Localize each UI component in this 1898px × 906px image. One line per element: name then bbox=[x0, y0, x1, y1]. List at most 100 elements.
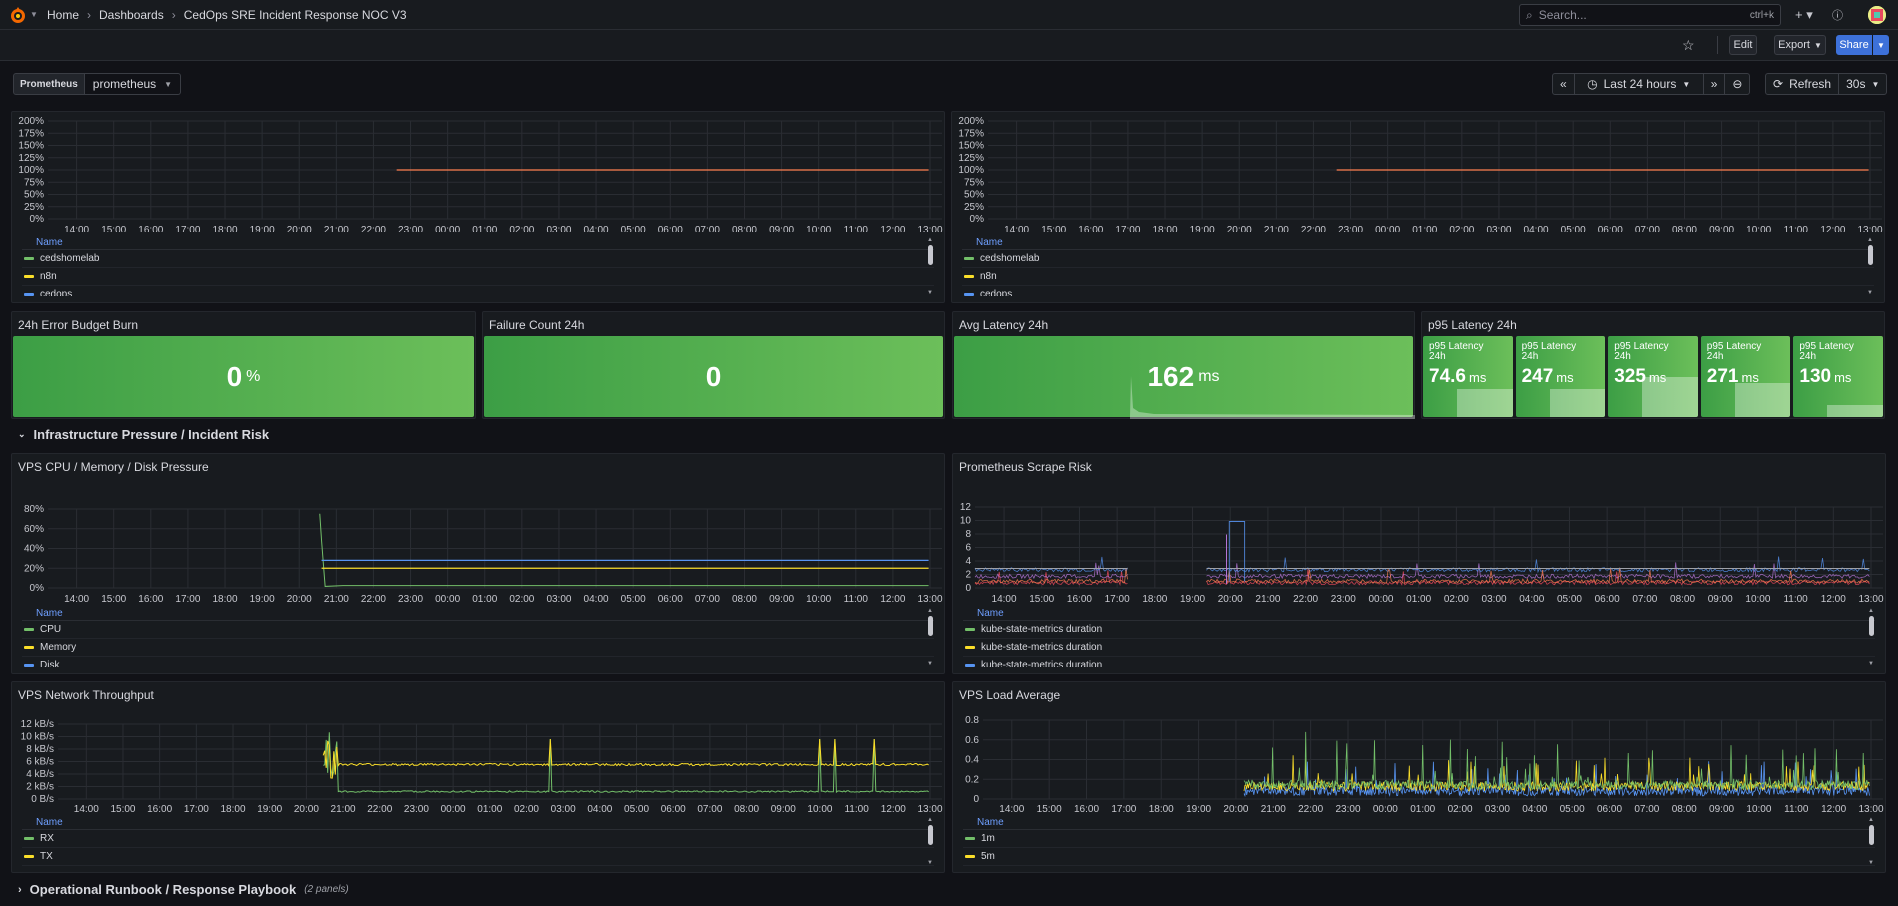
search-shortcut: ctrl+k bbox=[1749, 9, 1774, 21]
x-tick-label: 14:00 bbox=[64, 594, 89, 604]
load-chart: 0.8 0.6 0.4 0.2 0 14:00 15:00 16:00 17:00 18:00 19… bbox=[965, 715, 1884, 814]
breadcrumb-dashboards[interactable]: Dashboards bbox=[99, 8, 164, 22]
search-input[interactable]: ⌕ Search... ctrl+k bbox=[1519, 4, 1781, 26]
legend-header[interactable]: Name bbox=[22, 816, 934, 830]
panel-title: 24h Error Budget Burn bbox=[18, 318, 139, 332]
legend-header[interactable]: Name bbox=[22, 236, 934, 250]
legend-header[interactable]: Name bbox=[963, 607, 1875, 621]
x-tick-label: 14:00 bbox=[999, 804, 1024, 814]
time-range-picker[interactable]: ◷ Last 24 hours ▼ bbox=[1573, 73, 1704, 95]
time-forward-button[interactable]: » bbox=[1702, 73, 1726, 95]
x-tick-label: 00:00 bbox=[435, 225, 460, 232]
p95-stat-tile[interactable]: p95 Latency 24h 74.6 ms bbox=[1423, 336, 1513, 417]
help-icon[interactable]: ⓘ bbox=[1832, 10, 1843, 22]
x-tick-label: 17:00 bbox=[1105, 594, 1130, 604]
x-tick-label: 23:00 bbox=[404, 804, 429, 814]
legend-item[interactable]: 5m bbox=[963, 848, 1875, 866]
breadcrumb-home[interactable]: Home bbox=[47, 8, 80, 22]
legend-item[interactable]: n8n bbox=[962, 268, 1874, 286]
p95-stat-tile[interactable]: p95 Latency 24h 130 ms bbox=[1793, 336, 1883, 417]
y-tick-label: 10 bbox=[960, 516, 972, 527]
grafana-logo-icon[interactable] bbox=[8, 5, 28, 25]
network-throughput-panel[interactable]: VPS Network Throughput 12 kB/s 10 kB/s 8 k… bbox=[11, 681, 945, 873]
error-budget-panel[interactable]: 24h Error Budget Burn 0 % bbox=[11, 311, 476, 419]
breadcrumb-current: CedOps SRE Incident Response NOC V3 bbox=[183, 8, 407, 22]
legend-list: cedshomelab n8n cedops bbox=[22, 250, 934, 296]
legend-header[interactable]: Name bbox=[22, 607, 934, 621]
star-icon[interactable]: ☆ bbox=[1682, 37, 1695, 53]
zoom-out-button[interactable]: ⊖ bbox=[1724, 73, 1751, 95]
legend-item[interactable]: CPU bbox=[22, 621, 934, 639]
legend-item[interactable]: RX bbox=[22, 830, 934, 848]
x-tick-label: 07:00 bbox=[1632, 594, 1657, 604]
x-tick-label: 14:00 bbox=[992, 594, 1017, 604]
legend-item[interactable]: TX bbox=[22, 848, 934, 866]
export-label: Export bbox=[1778, 39, 1810, 51]
legend-item[interactable]: 1m bbox=[963, 830, 1875, 848]
stat-value: 162 bbox=[1147, 360, 1195, 392]
legend-item[interactable]: Disk bbox=[22, 657, 934, 667]
legend-item[interactable]: kube-state-metrics duration bbox=[963, 639, 1875, 657]
export-button[interactable]: Export ▼ bbox=[1774, 35, 1826, 55]
p95-tile-value: 247 ms bbox=[1521, 366, 1574, 387]
x-tick-label: 06:00 bbox=[1595, 594, 1620, 604]
legend-item[interactable]: Memory bbox=[22, 639, 934, 657]
legend-header[interactable]: Name bbox=[962, 236, 1874, 250]
y-tick-label: 2 bbox=[965, 570, 971, 581]
share-button[interactable]: Share bbox=[1836, 35, 1872, 55]
y-tick-label: 200% bbox=[958, 116, 984, 127]
p95-stat-tile[interactable]: p95 Latency 24h 271 ms bbox=[1700, 336, 1791, 417]
legend-label: cedshomelab bbox=[40, 252, 100, 264]
failure-count-panel[interactable]: Failure Count 24h 0 bbox=[482, 311, 945, 419]
row-infra[interactable]: ⌄ Infrastructure Pressure / Incident Ris… bbox=[18, 427, 269, 442]
avg-latency-panel[interactable]: Avg Latency 24h 162 ms bbox=[952, 311, 1415, 419]
legend-item[interactable]: kube-state-metrics duration bbox=[963, 657, 1875, 667]
legend-scrollbar[interactable]: ▲ ▼ bbox=[927, 608, 933, 667]
p95-latency-panel[interactable]: p95 Latency 24h p95 Latency 24h 74.6 ms p95… bbox=[1421, 311, 1885, 419]
row-runbook[interactable]: › Operational Runbook / Response Playboo… bbox=[18, 882, 349, 897]
x-tick-label: 11:00 bbox=[1783, 594, 1808, 604]
legend-swatch bbox=[24, 257, 34, 260]
time-back-button[interactable]: « bbox=[1552, 73, 1575, 95]
avatar[interactable] bbox=[1868, 6, 1886, 24]
tx-series-line bbox=[322, 738, 929, 779]
cpu-memory-disk-panel[interactable]: VPS CPU / Memory / Disk Pressure 80% 60% 4… bbox=[11, 453, 945, 674]
legend-item[interactable]: n8n bbox=[22, 268, 934, 286]
p95-tile-sparkline bbox=[1457, 388, 1513, 417]
datasource-select[interactable]: prometheus ▼ bbox=[84, 73, 182, 95]
legend-scrollbar[interactable]: ▲ ▼ bbox=[1868, 817, 1874, 866]
legend-item[interactable]: cedops bbox=[962, 286, 1874, 296]
legend-scrollbar[interactable]: ▲ ▼ bbox=[927, 817, 933, 866]
refresh-interval-picker[interactable]: 30s ▼ bbox=[1838, 73, 1888, 95]
legend-item[interactable]: kube-state-metrics duration bbox=[963, 621, 1875, 639]
y-tick-label: 100% bbox=[18, 165, 44, 176]
x-tick-label: 11:00 bbox=[844, 804, 869, 814]
legend-header[interactable]: Name bbox=[963, 816, 1875, 830]
chevron-right-icon: › bbox=[18, 883, 22, 896]
add-icon[interactable]: + ▾ bbox=[1795, 7, 1813, 22]
chevron-down-icon[interactable]: ▼ bbox=[30, 10, 38, 19]
availability-panel-left[interactable]: 200% 175% 150% 125% 100% 75% 50% 25% 0% 14:00 15:0… bbox=[11, 111, 945, 303]
legend-item[interactable]: cedshomelab bbox=[22, 250, 934, 268]
legend-left: Name cedshomelab n8n cedops ▲ ▼ bbox=[22, 236, 934, 296]
x-tick-label: 05:00 bbox=[624, 804, 649, 814]
edit-button[interactable]: Edit bbox=[1729, 35, 1757, 55]
share-dropdown-button[interactable]: ▼ bbox=[1873, 35, 1889, 55]
x-tick-label: 20:00 bbox=[287, 594, 312, 604]
legend-item[interactable]: cedshomelab bbox=[962, 250, 1874, 268]
legend-scrollbar[interactable]: ▲ ▼ bbox=[1867, 237, 1873, 296]
p95-stat-tile[interactable]: p95 Latency 24h 325 ms bbox=[1608, 336, 1698, 417]
load-average-panel[interactable]: VPS Load Average 0.8 0.6 0.4 0.2 0 14:00 15:00… bbox=[952, 681, 1886, 873]
p95-stat-tile[interactable]: p95 Latency 24h 247 ms bbox=[1515, 336, 1606, 417]
legend-scrollbar[interactable]: ▲ ▼ bbox=[927, 237, 933, 296]
x-tick-label: 16:00 bbox=[138, 594, 163, 604]
y-tick-label: 4 bbox=[965, 556, 971, 567]
x-tick-label: 18:00 bbox=[213, 225, 238, 232]
legend-item[interactable]: cedops bbox=[22, 286, 934, 296]
scrape-risk-panel[interactable]: Prometheus Scrape Risk 12 10 8 6 4 2 0 14:00 15:… bbox=[952, 453, 1886, 674]
legend-scrollbar[interactable]: ▲ ▼ bbox=[1868, 608, 1874, 667]
refresh-button[interactable]: ⟳ Refresh bbox=[1765, 73, 1840, 95]
availability-panel-right[interactable]: 200% 175% 150% 125% 100% 75% 50% 25% 0% 14:00 15:0… bbox=[951, 111, 1885, 303]
legend-swatch bbox=[24, 275, 34, 278]
legend-label: cedops bbox=[980, 288, 1013, 297]
